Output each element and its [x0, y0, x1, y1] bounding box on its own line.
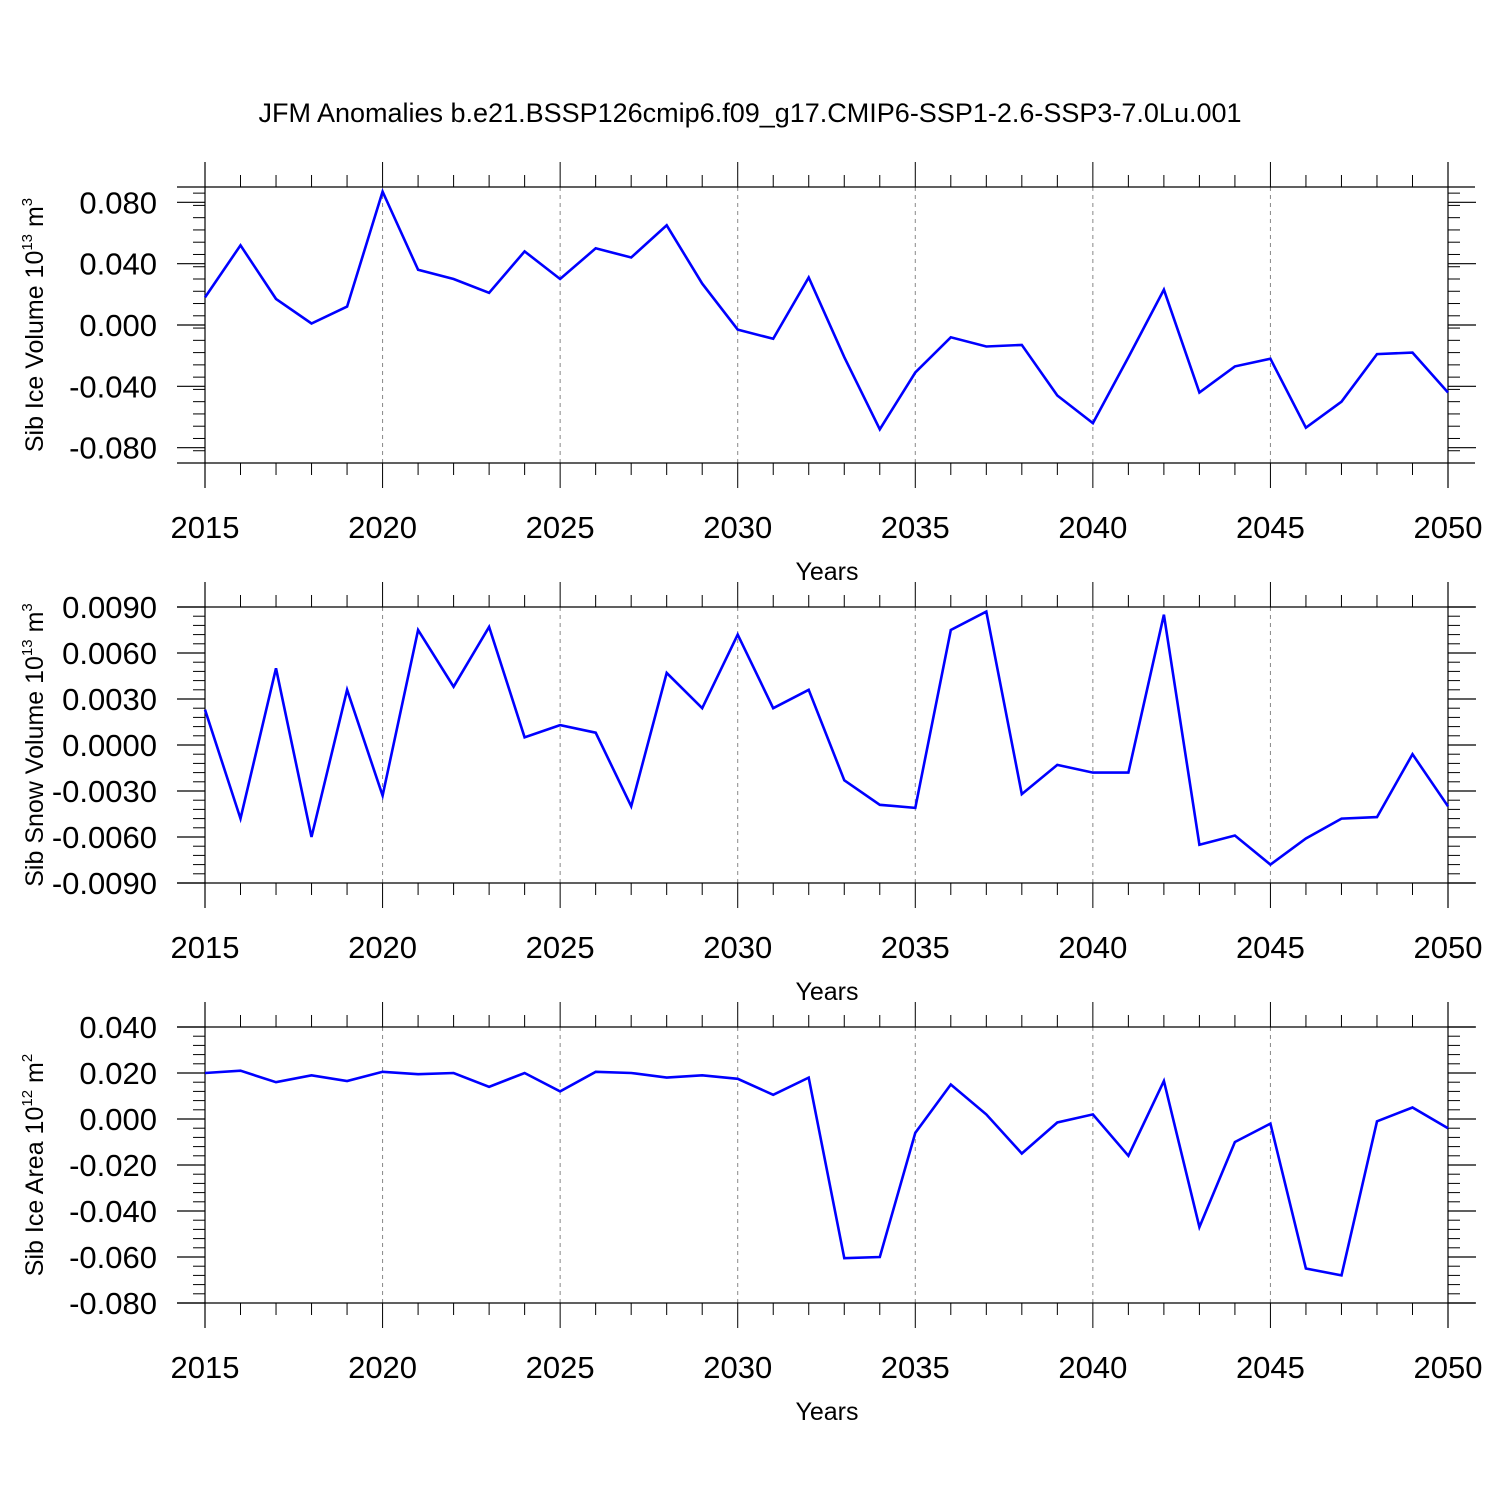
y-axis-label: Sib Ice Area 1012 m2 — [19, 1054, 49, 1276]
y-tick-label: -0.020 — [69, 1148, 157, 1183]
x-tick-label: 2020 — [348, 930, 417, 965]
y-tick-label: 0.020 — [79, 1056, 157, 1091]
y-tick-label: 0.040 — [79, 1010, 157, 1045]
x-tick-label: 2040 — [1058, 510, 1127, 545]
x-tick-label: 2015 — [171, 510, 240, 545]
series-line-1 — [204, 1069, 1449, 1277]
y-tick-label: -0.0030 — [52, 774, 157, 809]
y-tick-label: 0.040 — [79, 247, 157, 282]
y-tick-label: -0.0090 — [52, 866, 157, 901]
x-tick-label: 2050 — [1414, 1350, 1483, 1385]
y-tick-label: 0.0090 — [62, 590, 157, 625]
y-tick-label: -0.080 — [69, 431, 157, 466]
page-title: JFM Anomalies b.e21.BSSP126cmip6.f09_g17… — [258, 98, 1242, 128]
y-tick-label: -0.040 — [69, 1194, 157, 1229]
x-tick-label: 2025 — [526, 930, 595, 965]
chart-panel-3: -0.080 -0.060 -0.040 -0.020 0.000 0.020 0.040 2… — [19, 1002, 1482, 1426]
series-line-1 — [203, 187, 1449, 432]
chart-panel-1: -0.080 -0.040 0.000 0.040 0.080 2015 2020 2025 2… — [19, 162, 1482, 586]
x-tick-label: 2035 — [881, 510, 950, 545]
y-tick-label: 0.0030 — [62, 682, 157, 717]
x-tick-label: 2035 — [881, 930, 950, 965]
y-tick-label: -0.0060 — [52, 820, 157, 855]
x-tick-label: 2040 — [1058, 1350, 1127, 1385]
chart-panel-2: -0.0090 -0.0060 -0.0030 0.0000 0.0030 0.0060 0… — [19, 582, 1482, 1006]
x-tick-label: 2030 — [703, 930, 772, 965]
x-tick-label: 2045 — [1236, 1350, 1305, 1385]
y-axis-label: Sib Snow Volume 1013 m3 — [19, 603, 49, 887]
y-axis-label: Sib Ice Volume 1013 m3 — [19, 198, 49, 452]
x-tick-label: 2020 — [348, 1350, 417, 1385]
x-tick-label: 2040 — [1058, 930, 1127, 965]
x-tick-label: 2030 — [703, 510, 772, 545]
x-tick-label: 2020 — [348, 510, 417, 545]
x-axis-label: Years — [795, 558, 858, 586]
x-tick-label: 2035 — [881, 1350, 950, 1385]
x-tick-label: 2015 — [171, 1350, 240, 1385]
x-tick-label: 2050 — [1414, 510, 1483, 545]
y-tick-label: 0.000 — [79, 1102, 157, 1137]
y-tick-label: -0.080 — [69, 1286, 157, 1321]
y-tick-label: 0.080 — [79, 185, 157, 220]
x-tick-label: 2030 — [703, 1350, 772, 1385]
x-axis-label: Years — [795, 978, 858, 1006]
y-tick-label: 0.0060 — [62, 636, 157, 671]
x-tick-label: 2045 — [1236, 510, 1305, 545]
x-tick-label: 2015 — [171, 930, 240, 965]
y-tick-label: -0.060 — [69, 1240, 157, 1275]
y-tick-label: 0.000 — [79, 308, 157, 343]
x-axis-label: Years — [795, 1398, 858, 1426]
y-tick-label: -0.040 — [69, 369, 157, 404]
x-tick-label: 2050 — [1414, 930, 1483, 965]
x-tick-label: 2025 — [526, 510, 595, 545]
x-tick-label: 2045 — [1236, 930, 1305, 965]
x-tick-label: 2025 — [526, 1350, 595, 1385]
y-tick-label: 0.0000 — [62, 728, 157, 763]
series-line-1 — [203, 609, 1450, 867]
